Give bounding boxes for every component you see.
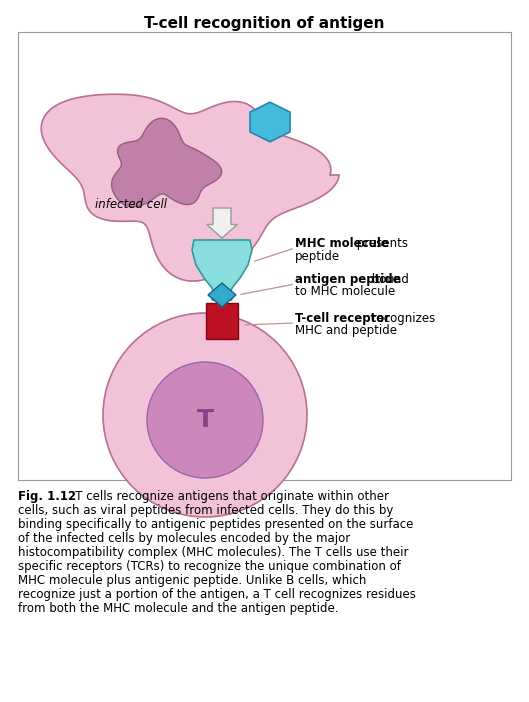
Polygon shape (192, 240, 252, 300)
Text: MHC molecule plus antigenic peptide. Unlike B cells, which: MHC molecule plus antigenic peptide. Unl… (18, 574, 367, 587)
Text: to MHC molecule: to MHC molecule (295, 285, 395, 298)
Text: T cells recognize antigens that originate within other: T cells recognize antigens that originat… (64, 490, 389, 503)
Polygon shape (208, 283, 236, 307)
Polygon shape (112, 119, 222, 207)
Text: T: T (196, 408, 214, 432)
Text: T-cell recognition of antigen: T-cell recognition of antigen (144, 16, 384, 31)
Text: presents: presents (353, 237, 408, 250)
Text: MHC molecule: MHC molecule (295, 237, 389, 250)
Polygon shape (207, 208, 238, 238)
Bar (18, 32, 511, 480)
Text: T-cell receptor: T-cell receptor (295, 312, 390, 325)
Text: specific receptors (TCRs) to recognize the unique combination of: specific receptors (TCRs) to recognize t… (18, 560, 401, 573)
Text: MHC and peptide: MHC and peptide (295, 324, 397, 337)
Text: of the infected cells by molecules encoded by the major: of the infected cells by molecules encod… (18, 532, 350, 545)
Text: peptide: peptide (295, 250, 340, 263)
Text: antigen peptide: antigen peptide (295, 273, 400, 286)
Text: cells, such as viral peptides from infected cells. They do this by: cells, such as viral peptides from infec… (18, 504, 394, 517)
Circle shape (147, 362, 263, 478)
Polygon shape (41, 94, 339, 281)
Text: recognizes: recognizes (368, 312, 435, 325)
Text: recognize just a portion of the antigen, a T cell recognizes residues: recognize just a portion of the antigen,… (18, 588, 416, 601)
Text: from both the MHC molecule and the antigen peptide.: from both the MHC molecule and the antig… (18, 602, 339, 615)
Text: infected cell: infected cell (95, 199, 167, 211)
Text: Fig. 1.12: Fig. 1.12 (18, 490, 76, 503)
Circle shape (103, 313, 307, 517)
Polygon shape (250, 102, 290, 142)
Text: histocompatibility complex (MHC molecules). The T cells use their: histocompatibility complex (MHC molecule… (18, 546, 408, 559)
Text: binding specifically to antigenic peptides presented on the surface: binding specifically to antigenic peptid… (18, 518, 413, 531)
Bar (206, 303, 238, 339)
Text: bound: bound (368, 273, 408, 286)
